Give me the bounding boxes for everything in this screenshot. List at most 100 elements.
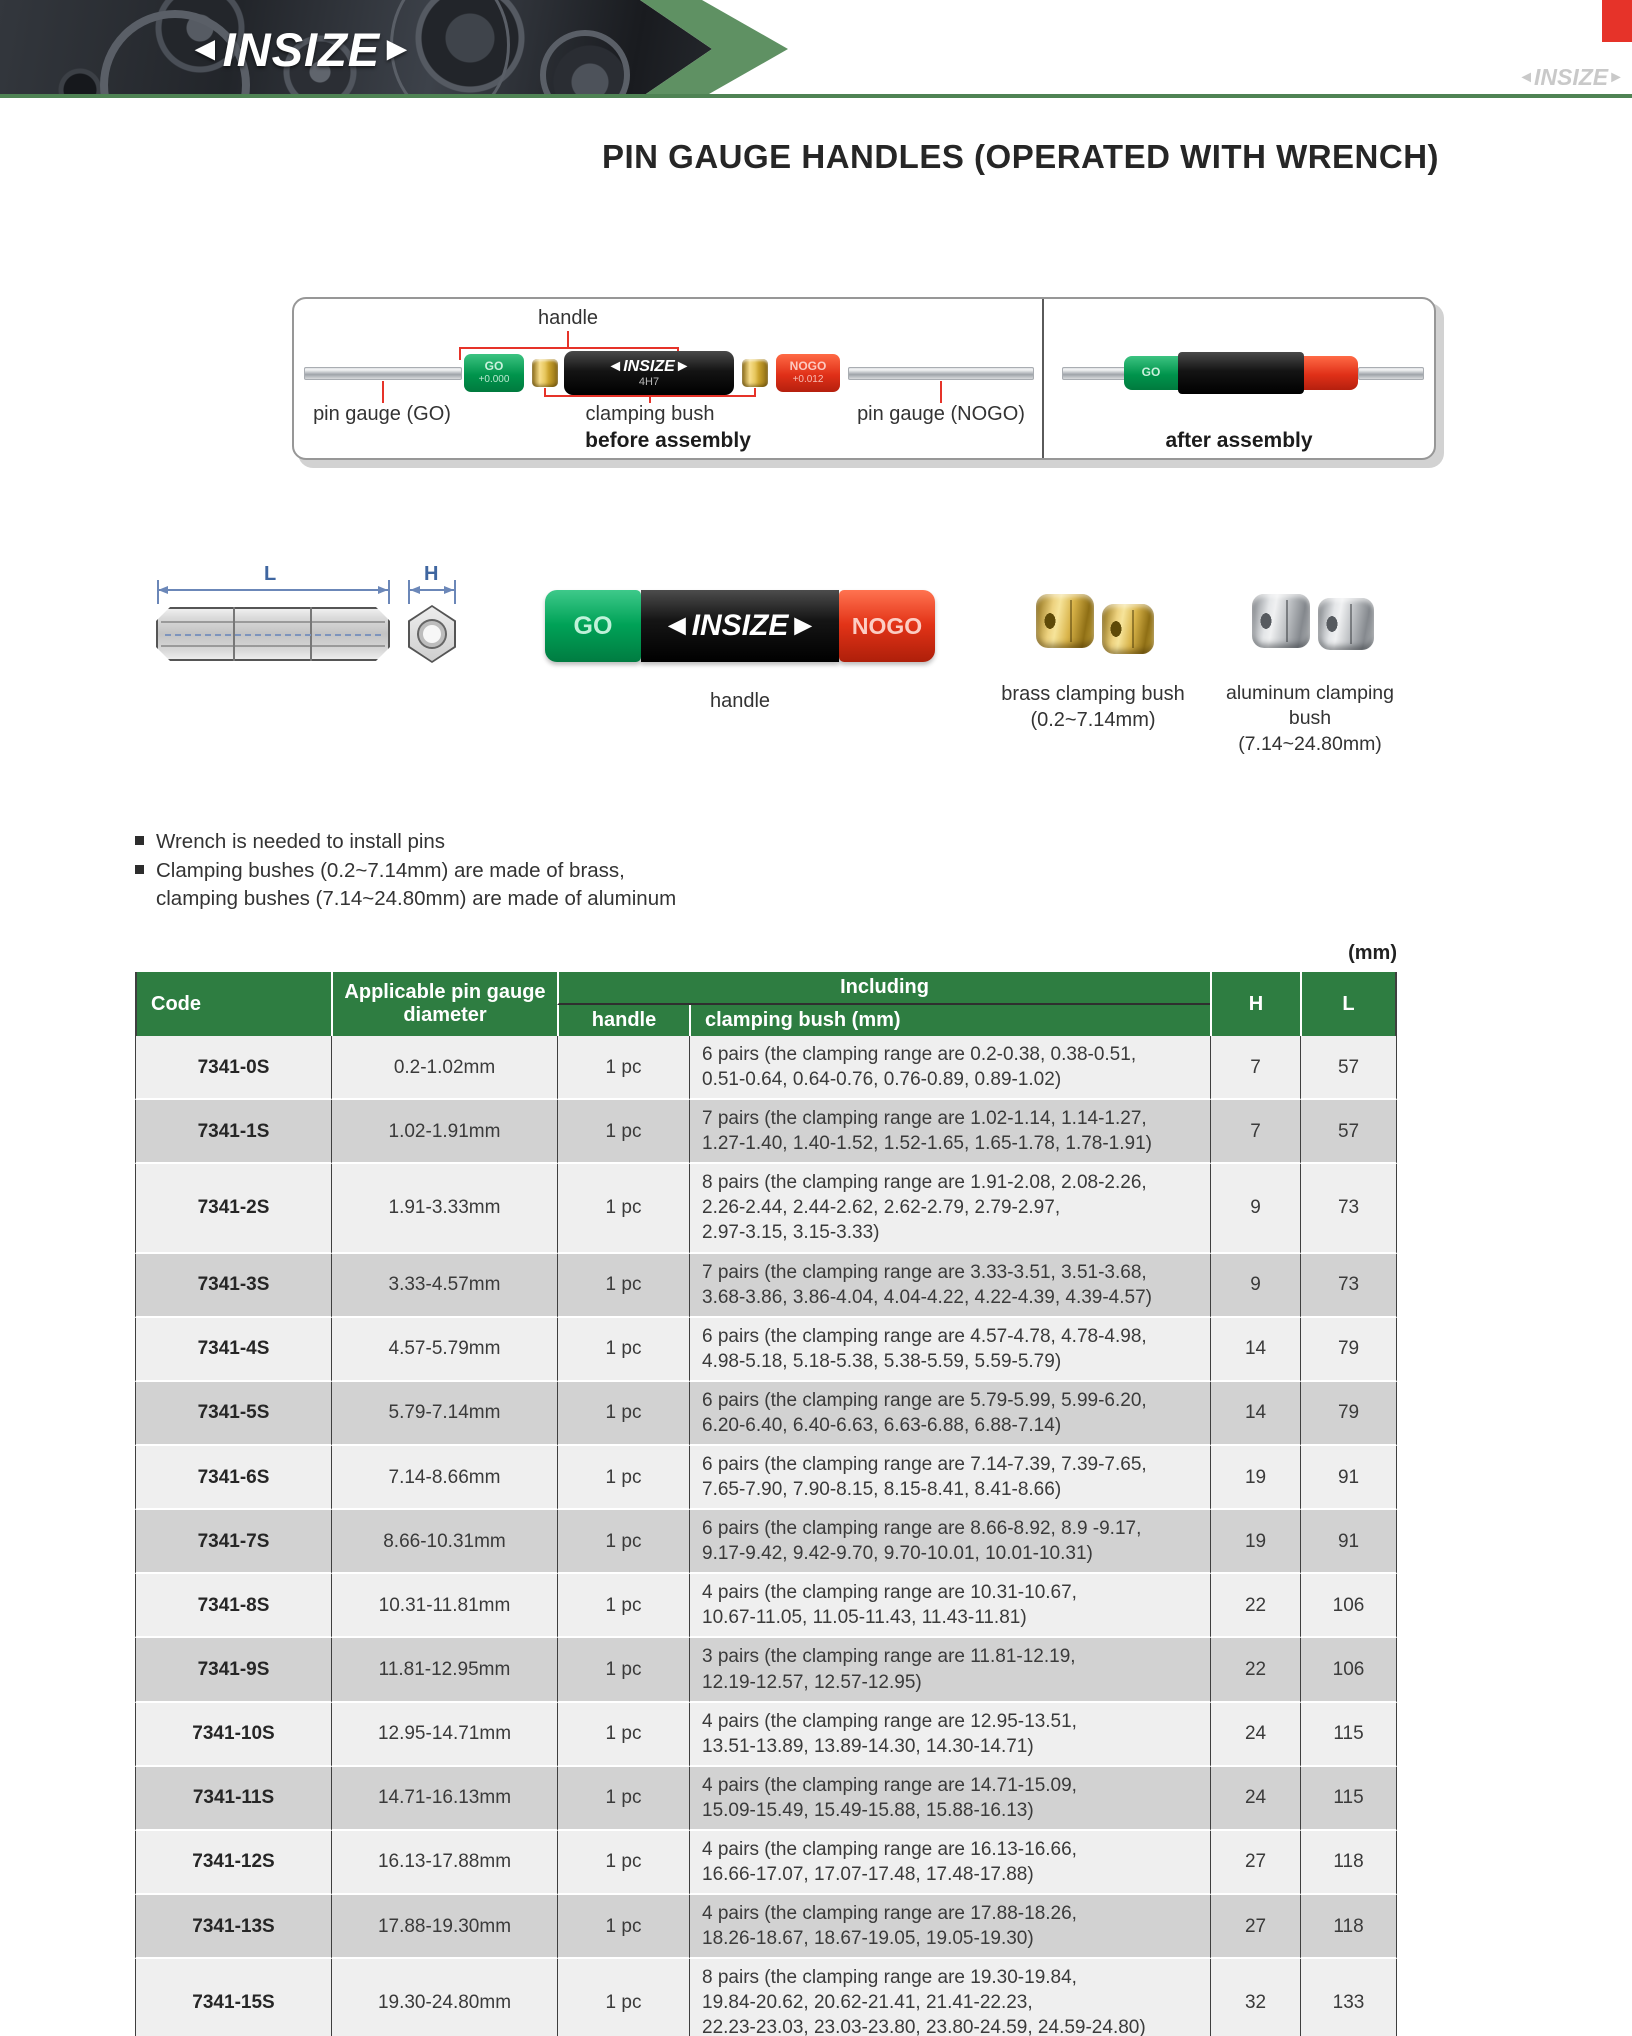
cell-code: 7341-6S <box>135 1446 331 1511</box>
assembled-rod-nogo <box>1358 367 1424 380</box>
cell-l: 73 <box>1300 1164 1398 1254</box>
cell-code: 7341-8S <box>135 1574 331 1639</box>
cell-clamping-bush: 6 pairs (the clamping range are 7.14-7.3… <box>689 1446 1211 1511</box>
table-row: 7341-3S 3.33-4.57mm 1 pc 7 pairs (the cl… <box>135 1253 1398 1318</box>
cell-l: 106 <box>1300 1638 1398 1703</box>
unit-label: (mm) <box>1348 942 1397 964</box>
cell-l: 79 <box>1300 1317 1398 1382</box>
cell-handle-qty: 1 pc <box>557 1253 689 1318</box>
hex-nut-face <box>410 607 454 661</box>
header-h: H <box>1210 972 1301 1036</box>
table-row: 7341-11S 14.71-16.13mm 1 pc 4 pairs (the… <box>135 1766 1398 1831</box>
cell-code: 7341-1S <box>135 1100 331 1165</box>
cell-diameter: 8.66-10.31mm <box>331 1510 557 1575</box>
hex-rod-segment-line <box>233 607 236 661</box>
cell-l: 133 <box>1300 1959 1398 2036</box>
handle-callout-tick <box>459 347 461 360</box>
cell-diameter: 3.33-4.57mm <box>331 1253 557 1318</box>
note-text-line2: clamping bushes (7.14~24.80mm) are made … <box>156 886 677 910</box>
cell-handle-qty: 1 pc <box>557 1766 689 1831</box>
cell-diameter: 16.13-17.88mm <box>331 1830 557 1896</box>
after-assembly-label: after assembly <box>1165 429 1313 452</box>
cell-clamping-bush: 4 pairs (the clamping range are 14.71-15… <box>689 1766 1211 1831</box>
cell-clamping-bush: 4 pairs (the clamping range are 16.13-16… <box>689 1830 1211 1896</box>
dimension-h-line <box>410 586 454 594</box>
nogo-cap: NOGO +0.012 <box>776 354 840 392</box>
dimension-tick <box>408 580 410 604</box>
table-row: 7341-1S 1.02-1.91mm 1 pc 7 pairs (the cl… <box>135 1100 1398 1165</box>
dimension-tick <box>454 580 456 604</box>
go-cap-text: GO <box>484 359 504 374</box>
cell-clamping-bush: 4 pairs (the clamping range are 12.95-13… <box>689 1702 1211 1767</box>
cell-h: 32 <box>1210 1959 1301 2036</box>
cell-diameter: 19.30-24.80mm <box>331 1959 557 2036</box>
clamping-bush-icon <box>742 359 768 387</box>
handle-callout-line <box>567 331 569 347</box>
table-row: 7341-9S 11.81-12.95mm 1 pc 3 pairs (the … <box>135 1638 1398 1703</box>
table-row: 7341-12S 16.13-17.88mm 1 pc 4 pairs (the… <box>135 1830 1398 1896</box>
cell-code: 7341-15S <box>135 1959 331 2036</box>
header-handle: handle <box>557 1005 689 1036</box>
note-text-line1: Clamping bushes (0.2~7.14mm) are made of… <box>156 859 625 883</box>
cell-diameter: 4.57-5.79mm <box>331 1317 557 1382</box>
header-green-rule <box>0 94 1632 98</box>
pin-gauge-go-label: pin gauge (GO) <box>313 403 451 425</box>
cell-h: 24 <box>1210 1702 1301 1767</box>
cell-l: 91 <box>1300 1510 1398 1575</box>
aluminum-caption-line1: aluminum clamping bush <box>1226 682 1394 730</box>
cell-handle-qty: 1 pc <box>557 1510 689 1575</box>
cell-diameter: 7.14-8.66mm <box>331 1446 557 1511</box>
table-row: 7341-13S 17.88-19.30mm 1 pc 4 pairs (the… <box>135 1895 1398 1960</box>
cell-clamping-bush: 3 pairs (the clamping range are 11.81-12… <box>689 1638 1211 1703</box>
clamping-bush-icon <box>532 359 558 387</box>
watermark-left-arrow-icon: ◄ <box>1518 69 1535 86</box>
cell-code: 7341-2S <box>135 1164 331 1254</box>
cell-handle-qty: 1 pc <box>557 1830 689 1896</box>
pin-gauge-nogo-rod <box>848 367 1034 380</box>
dimension-tick <box>157 580 159 604</box>
dimension-l-label: L <box>264 563 277 585</box>
cell-h: 7 <box>1210 1100 1301 1165</box>
cell-l: 115 <box>1300 1766 1398 1831</box>
cell-l: 73 <box>1300 1253 1398 1318</box>
table-row: 7341-6S 7.14-8.66mm 1 pc 6 pairs (the cl… <box>135 1446 1398 1511</box>
pin-gauge-go-rod <box>304 367 462 380</box>
cell-clamping-bush: 4 pairs (the clamping range are 17.88-18… <box>689 1895 1211 1960</box>
brass-bush-image <box>1102 604 1154 654</box>
header-machinery-photo: ◄INSIZE► <box>0 0 712 98</box>
table-row: 7341-10S 12.95-14.71mm 1 pc 4 pairs (the… <box>135 1702 1398 1767</box>
cell-code: 7341-0S <box>135 1036 331 1101</box>
hex-nut-drawing <box>408 605 456 663</box>
cell-h: 9 <box>1210 1253 1301 1318</box>
dimension-l-line <box>158 586 388 594</box>
cell-l: 115 <box>1300 1702 1398 1767</box>
handle-code: 4H7 <box>638 376 660 388</box>
header-code: Code <box>135 972 331 1036</box>
handle-caption: handle <box>709 690 771 712</box>
cell-l: 57 <box>1300 1100 1398 1165</box>
cell-h: 19 <box>1210 1510 1301 1575</box>
brass-caption-line2: (0.2~7.14mm) <box>1030 709 1156 731</box>
cell-code: 7341-10S <box>135 1702 331 1767</box>
clamping-bush-label: clamping bush <box>585 403 715 425</box>
cell-h: 14 <box>1210 1317 1301 1382</box>
cell-h: 22 <box>1210 1638 1301 1703</box>
table-row: 7341-5S 5.79-7.14mm 1 pc 6 pairs (the cl… <box>135 1381 1398 1447</box>
brass-bush-image <box>1036 594 1094 648</box>
cell-handle-qty: 1 pc <box>557 1702 689 1767</box>
assembled-nogo-cap <box>1304 356 1358 390</box>
handle-body: ◄INSIZE► 4H7 <box>564 351 734 395</box>
logo-left-arrow-icon: ◄ <box>188 30 223 68</box>
cell-clamping-bush: 6 pairs (the clamping range are 5.79-5.9… <box>689 1381 1211 1447</box>
cell-handle-qty: 1 pc <box>557 1100 689 1165</box>
cell-handle-qty: 1 pc <box>557 1164 689 1254</box>
cell-diameter: 10.31-11.81mm <box>331 1574 557 1639</box>
table-row: 7341-2S 1.91-3.33mm 1 pc 8 pairs (the cl… <box>135 1164 1398 1254</box>
go-cap-value: +0.000 <box>478 374 510 386</box>
corner-tab <box>1602 0 1632 42</box>
handle-nogo-cap: NOGO <box>839 590 935 662</box>
cell-diameter: 12.95-14.71mm <box>331 1702 557 1767</box>
watermark-logo: ◄INSIZE► <box>1518 64 1624 91</box>
notes-list: Wrench is needed to install pins Clampin… <box>135 828 895 914</box>
nogo-cap-value: +0.012 <box>792 374 824 386</box>
